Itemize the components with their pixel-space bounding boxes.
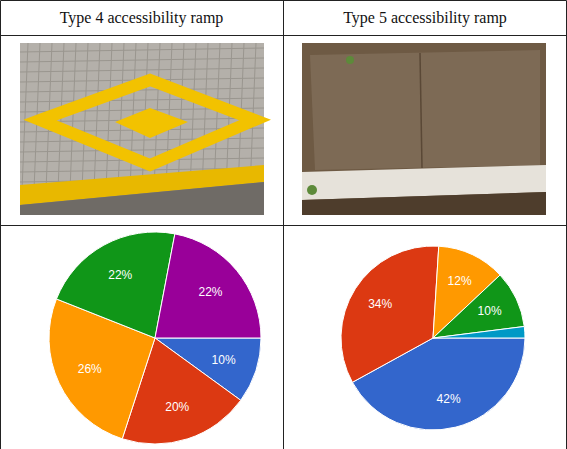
row-divider <box>1 225 567 226</box>
pie-chart <box>49 232 261 444</box>
photo-weed <box>346 56 354 64</box>
column-divider <box>283 1 284 449</box>
photo-joint <box>420 53 422 168</box>
pie-slice <box>433 275 524 338</box>
data-label: 42% <box>437 392 461 406</box>
photo-texture <box>20 68 264 72</box>
table-border <box>0 1 1 449</box>
photo-street <box>20 182 264 215</box>
page: {"headers": ["Type 4 accessibility ramp"… <box>0 0 567 449</box>
photo-slab <box>310 50 540 170</box>
photo-texture <box>118 43 124 190</box>
data-label: 20% <box>165 400 189 414</box>
figure: Type 4 accessibility ramp Type 5 accessib… <box>0 0 567 449</box>
photo-texture <box>202 43 208 190</box>
pie-slice <box>433 326 525 338</box>
photo-texture <box>82 43 88 190</box>
photo-ramp-center <box>115 108 188 138</box>
photo-texture <box>22 43 28 190</box>
photo-texture <box>214 43 220 190</box>
table-frame <box>1 1 567 449</box>
photo <box>20 43 264 215</box>
data-labels: 42% 34% 12% 10% <box>368 274 502 405</box>
photo-texture <box>106 43 112 190</box>
photo-texture <box>20 48 264 52</box>
column-header: Type 4 accessibility ramp <box>60 9 224 27</box>
data-label: 26% <box>78 362 102 376</box>
pie-slice <box>155 234 261 338</box>
photo <box>302 43 546 215</box>
photo-texture <box>94 43 100 190</box>
photo-ground <box>302 43 546 215</box>
pie-chart <box>341 246 525 430</box>
pie-slice <box>56 232 174 338</box>
data-label: 34% <box>368 297 392 311</box>
photo-texture <box>70 43 76 190</box>
column-header: Type 5 accessibility ramp <box>343 9 507 27</box>
photo-texture <box>190 43 196 190</box>
photo-weed <box>307 185 317 195</box>
data-labels: 10% 20% 26% 22% 22% <box>78 268 236 414</box>
photo-texture <box>178 43 184 190</box>
photo-texture <box>20 138 264 142</box>
photo-ramp-outline <box>40 80 255 165</box>
table-border <box>566 1 567 449</box>
data-label: 22% <box>108 268 132 282</box>
data-label: 10% <box>478 304 502 318</box>
photo-texture <box>20 148 264 152</box>
photo-soil <box>302 192 546 215</box>
photo-ground <box>20 43 264 215</box>
data-label: 10% <box>212 353 236 367</box>
photo-texture <box>20 58 264 62</box>
row-divider <box>1 35 567 36</box>
photo-texture <box>20 98 264 102</box>
data-label: 22% <box>199 285 223 299</box>
data-label: 12% <box>448 274 472 288</box>
pie-slice <box>341 246 439 382</box>
